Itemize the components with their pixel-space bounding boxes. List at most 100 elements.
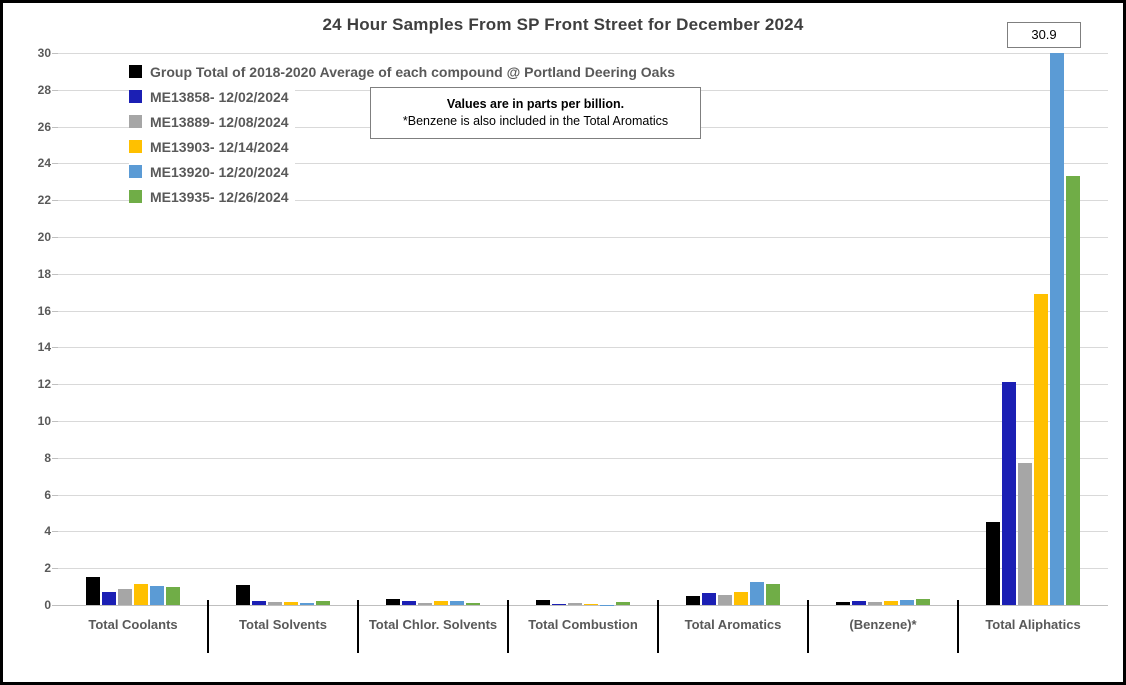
gridline-10 [58, 421, 1108, 422]
bar-ME13935-total-chlor-solvents [466, 603, 480, 605]
bar-ME13858-total-aromatics [702, 593, 716, 605]
y-axis-label-4: 4 [44, 524, 51, 539]
y-tick-mark [52, 568, 58, 570]
gridline-8 [58, 457, 1108, 459]
y-axis-label-6: 6 [44, 487, 51, 502]
bar-ME13935-total-solvents [316, 601, 330, 605]
y-tick-mark [52, 531, 58, 533]
bar-ME13903-total-coolants [134, 583, 148, 605]
bar-ME13935-total-combustion [616, 602, 630, 605]
category-separator [957, 600, 959, 653]
bar-ME13920-total-aromatics [750, 582, 764, 605]
bar-ME13889-total-solvents [268, 602, 282, 605]
chart-title: 24 Hour Samples From SP Front Street for… [322, 15, 804, 34]
y-axis-label-14: 14 [37, 340, 51, 355]
y-axis-label-22: 22 [37, 193, 51, 208]
bar-ME13920-total-chlor-solvents [450, 601, 464, 605]
y-axis-label-0: 0 [44, 598, 51, 612]
bar-ME13903--benzene- [884, 601, 898, 605]
clipped-bar-value-label: 30.9 [1007, 22, 1081, 48]
y-axis-label-18: 18 [37, 266, 51, 281]
gridline-20 [58, 237, 1108, 238]
y-axis-label-30: 30 [37, 46, 51, 60]
bar-Group-total-aliphatics [986, 522, 1000, 605]
y-tick-mark [52, 457, 58, 459]
legend-item-2: ME13889- 12/08/2024 [129, 109, 295, 134]
x-axis-label--benzene-: (Benzene)* [849, 617, 917, 632]
gridline-22 [58, 200, 1108, 202]
bar-Group-total-solvents [236, 584, 250, 605]
gridline-2 [58, 568, 1108, 570]
gridline-12 [58, 384, 1108, 386]
y-tick-mark [52, 310, 58, 312]
x-axis-label-total-aromatics: Total Aromatics [684, 617, 782, 632]
bar-ME13920-total-coolants [150, 585, 164, 605]
category-separator [507, 600, 509, 653]
legend: Group Total of 2018-2020 Average of each… [129, 59, 682, 209]
annotation-units-text: Values are in parts per billion. [446, 97, 625, 111]
annotation-box: Values are in parts per billion. *Benzen… [370, 87, 701, 139]
bar-ME13903-total-chlor-solvents [434, 601, 448, 605]
x-axis-label-total-combustion: Total Combustion [528, 617, 638, 632]
legend-swatch-icon [129, 115, 142, 128]
x-axis-label-total-aliphatics: Total Aliphatics [985, 617, 1081, 632]
legend-item-3: ME13903- 12/14/2024 [129, 134, 295, 159]
y-tick-mark [52, 163, 58, 165]
y-axis-label-24: 24 [37, 156, 51, 171]
x-axis-label-total-solvents: Total Solvents [239, 617, 327, 632]
y-axis-label-20: 20 [37, 230, 51, 244]
legend-item-0: Group Total of 2018-2020 Average of each… [129, 59, 682, 84]
y-tick-mark [52, 384, 58, 386]
bar-ME13858-total-aliphatics [1002, 382, 1016, 605]
gridline-4 [58, 531, 1108, 533]
bar-Group-total-combustion [536, 600, 550, 605]
legend-swatch-icon [129, 165, 142, 178]
y-axis-label-26: 26 [37, 119, 51, 134]
legend-label: Group Total of 2018-2020 Average of each… [150, 63, 676, 80]
bar-ME13935-total-coolants [166, 586, 180, 605]
category-separator [207, 600, 209, 653]
y-tick-mark [52, 89, 58, 91]
gridline-24 [58, 163, 1108, 165]
bar-Group-total-coolants [86, 577, 100, 605]
bar-ME13920--benzene- [900, 600, 914, 605]
y-tick-mark [52, 200, 58, 202]
bar-ME13858--benzene- [852, 601, 866, 605]
legend-item-5: ME13935- 12/26/2024 [129, 184, 295, 209]
category-separator [357, 600, 359, 653]
category-separator [657, 600, 659, 653]
bar-Group-total-aromatics [686, 595, 700, 605]
bar-ME13889--benzene- [868, 602, 882, 605]
x-axis-label-total-coolants: Total Coolants [88, 617, 178, 632]
legend-swatch-icon [129, 65, 142, 78]
gridline-30 [58, 53, 1108, 54]
bar-ME13903-total-combustion [584, 603, 598, 605]
bar-ME13903-total-solvents [284, 602, 298, 605]
bar-ME13858-total-solvents [252, 601, 266, 605]
bar-ME13903-total-aliphatics [1034, 294, 1048, 605]
bar-ME13889-total-aliphatics [1018, 463, 1032, 605]
y-axis-label-28: 28 [37, 82, 51, 97]
y-tick-mark [52, 273, 58, 275]
gridline-18 [58, 273, 1108, 275]
legend-label: ME13935- 12/26/2024 [150, 188, 289, 205]
y-axis-label-16: 16 [37, 303, 51, 318]
y-axis-label-12: 12 [37, 377, 51, 392]
bar-ME13889-total-chlor-solvents [418, 603, 432, 605]
bar-ME13858-total-coolants [102, 592, 116, 605]
bar-ME13858-total-combustion [552, 603, 566, 605]
bar-ME13935-total-aliphatics [1066, 176, 1080, 605]
y-tick-mark [52, 605, 58, 606]
y-tick-mark [52, 237, 58, 238]
y-axis-label-8: 8 [44, 450, 51, 465]
gridline-16 [58, 310, 1108, 312]
legend-label: ME13920- 12/20/2024 [150, 163, 289, 180]
legend-label: ME13903- 12/14/2024 [150, 138, 289, 155]
bar-ME13858-total-chlor-solvents [402, 601, 416, 605]
y-tick-mark [52, 53, 58, 54]
bar-ME13920-total-aliphatics [1050, 53, 1064, 605]
y-tick-mark [52, 494, 58, 496]
bar-Group--benzene- [836, 602, 850, 605]
y-tick-mark [52, 347, 58, 349]
